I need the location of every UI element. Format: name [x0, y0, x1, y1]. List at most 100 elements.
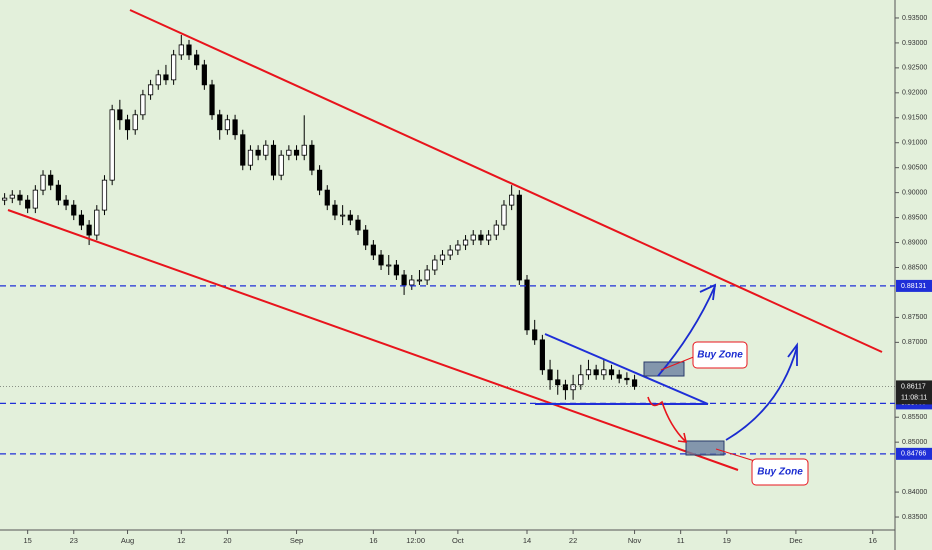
- arrow: [647, 396, 686, 442]
- x-tick-label: 14: [523, 536, 531, 545]
- candle-body: [71, 204, 77, 216]
- y-tick-label: 0.89500: [902, 214, 927, 221]
- candle-body: [40, 174, 46, 191]
- candle-body: [247, 149, 254, 166]
- candle-body: [147, 84, 154, 96]
- candle-body: [78, 214, 85, 226]
- candle-body: [370, 244, 376, 256]
- candle-body: [409, 279, 415, 286]
- candle-body: [309, 144, 315, 171]
- candle-body: [439, 254, 446, 261]
- candle-body: [186, 44, 192, 56]
- annotation: Buy Zone: [697, 350, 743, 361]
- x-tick-label: Dec: [789, 536, 803, 545]
- candle-body: [532, 329, 538, 341]
- candle-body: [293, 149, 300, 156]
- candle-body: [332, 204, 338, 216]
- candle-body: [601, 369, 607, 376]
- candle-body: [232, 119, 238, 136]
- candle-body: [555, 379, 561, 386]
- x-tick-label: Sep: [290, 536, 303, 545]
- countdown: 11:08:11: [901, 394, 927, 401]
- candle-body: [486, 234, 492, 241]
- plot: [0, 34, 895, 455]
- candle-body: [171, 54, 177, 81]
- drawings: Buy Zone Buy Zone: [7, 9, 883, 486]
- x-tick-label: 20: [223, 536, 231, 545]
- x-tick-label: 12: [177, 536, 185, 545]
- candle-body: [416, 279, 423, 282]
- candle-body: [393, 264, 400, 276]
- last-price-tag: [896, 380, 932, 405]
- candle-body: [286, 149, 292, 156]
- candle-body: [578, 374, 584, 386]
- y-tick-label: 0.88500: [902, 264, 927, 271]
- x-tick-label: Nov: [628, 536, 642, 545]
- candle-body: [424, 269, 430, 281]
- candle-body: [124, 119, 131, 131]
- candle-body: [493, 224, 499, 236]
- channel-upper: [129, 9, 883, 353]
- x-tick-label: 15: [23, 536, 31, 545]
- y-tick-label: 0.93500: [902, 15, 927, 22]
- candle-body: [324, 189, 330, 206]
- y-tick-label: 0.91500: [902, 115, 927, 122]
- candle-body: [155, 74, 161, 86]
- candle-body: [608, 369, 615, 376]
- callout-pointer: [660, 355, 697, 371]
- candle-body: [109, 109, 115, 181]
- candle-body: [55, 184, 61, 201]
- level-label: 0.88131: [901, 283, 926, 290]
- candle-body: [2, 197, 8, 201]
- candle-body: [25, 199, 31, 209]
- candle-body: [355, 219, 361, 231]
- candle-body: [201, 64, 207, 86]
- last-price-label: 0.86117: [901, 383, 926, 390]
- x-tick-label: 22: [569, 536, 577, 545]
- candle-body: [539, 339, 545, 371]
- x-tick-label: 16: [869, 536, 877, 545]
- candle-body: [455, 244, 461, 251]
- candle-body: [101, 179, 108, 211]
- y-tick-label: 0.93000: [902, 40, 927, 47]
- candle-body: [624, 377, 630, 381]
- callout: [751, 458, 809, 486]
- candle-body: [585, 369, 592, 376]
- y-tick-label: 0.89000: [902, 239, 927, 246]
- candle-body: [562, 384, 569, 391]
- triangle-upper: [544, 333, 709, 405]
- callout-pointer: [715, 448, 759, 463]
- candle-body: [217, 114, 223, 131]
- arrowhead: [699, 283, 717, 301]
- candle-body: [340, 214, 346, 217]
- candle-body: [63, 199, 69, 206]
- channel-lower: [7, 209, 739, 471]
- x-tick-label: Oct: [452, 536, 465, 545]
- y-tick-label: 0.85000: [902, 439, 927, 446]
- candle-body: [224, 119, 230, 131]
- level-tag: [896, 279, 932, 292]
- candle-body: [48, 174, 54, 186]
- candle-body: [501, 204, 507, 226]
- level-tag: [896, 447, 932, 460]
- candle-body: [432, 259, 438, 271]
- x-tick-label: Aug: [121, 536, 134, 545]
- buy-zone-box: [685, 440, 725, 456]
- arrow: [725, 346, 798, 441]
- candle-body: [255, 149, 261, 156]
- candle-body: [547, 369, 553, 381]
- y-tick-label: 0.90000: [902, 189, 927, 196]
- x-tick-label: 12:00: [406, 536, 425, 545]
- candle-body: [301, 144, 307, 156]
- arrow: [657, 285, 716, 377]
- y-tick-label: 0.87500: [902, 314, 927, 321]
- candle-body: [347, 214, 353, 221]
- candle-body: [117, 109, 123, 121]
- arrowhead: [677, 432, 688, 443]
- candle-body: [194, 54, 200, 66]
- candle-body: [9, 194, 15, 199]
- level-label: 0.84766: [901, 451, 926, 458]
- candle-body: [447, 249, 453, 256]
- candle-body: [509, 194, 515, 206]
- axes: 0.93500 0.93000 0.92500 0.92000 0.91500 0.910…: [23, 15, 932, 545]
